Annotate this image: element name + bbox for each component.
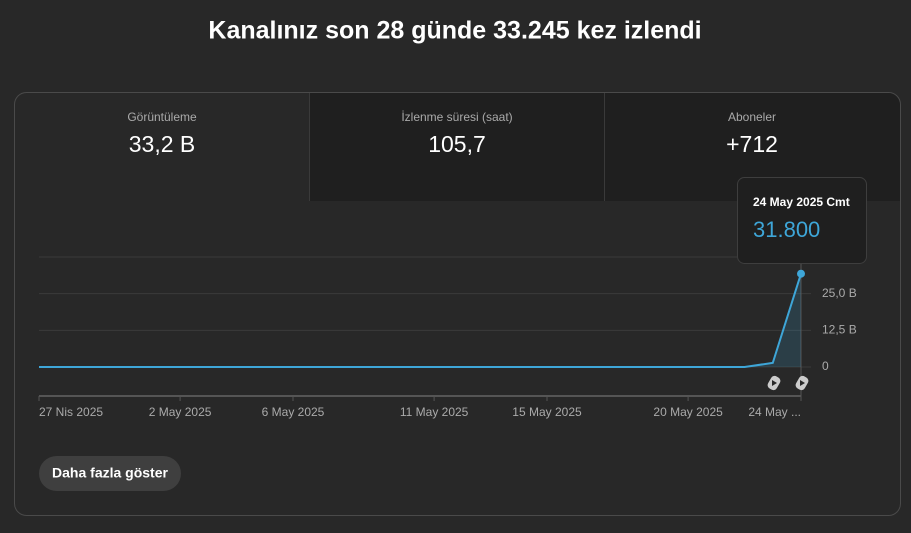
chart: 0 12,5 B 25,0 B 27 Nis 2025 2 May 2025 6 May … xyxy=(38,256,857,419)
tooltip-value: 31.800 xyxy=(753,217,820,242)
x-tick-label: 15 May 2025 xyxy=(512,405,582,419)
show-more-button[interactable]: Daha fazla göster xyxy=(39,456,181,491)
shorts-icon[interactable] xyxy=(766,374,782,391)
page-title: Kanalınız son 28 günde 33.245 kez izlend… xyxy=(208,17,701,45)
highlight-point xyxy=(797,269,805,278)
button-label: Daha fazla göster xyxy=(52,465,168,481)
tab-label: Görüntüleme xyxy=(127,110,197,124)
tab-value: 105,7 xyxy=(428,131,486,157)
y-tick-label: 0 xyxy=(822,359,829,373)
tooltip-title: 24 May 2025 Cmt xyxy=(753,195,850,209)
tab[interactable]: Aboneler +712 xyxy=(726,110,778,157)
x-tick-label: 20 May 2025 xyxy=(653,405,723,419)
x-tick-label: 27 Nis 2025 xyxy=(39,405,103,419)
tab-label: Aboneler xyxy=(728,110,776,124)
y-tick-label: 25,0 B xyxy=(822,286,857,300)
shorts-icon[interactable] xyxy=(794,374,810,391)
tab-label: İzlenme süresi (saat) xyxy=(401,110,512,124)
tab[interactable]: İzlenme süresi (saat) 105,7 xyxy=(401,110,512,157)
tab-value: 33,2 B xyxy=(129,131,196,157)
tooltip: 24 May 2025 Cmt 31.800 xyxy=(737,177,867,264)
tab[interactable]: Görüntüleme 33,2 B xyxy=(127,110,197,157)
x-tick-label: 11 May 2025 xyxy=(400,405,469,419)
x-tick-label: 6 May 2025 xyxy=(262,405,325,419)
x-tick-label: 2 May 2025 xyxy=(149,405,212,419)
y-tick-label: 12,5 B xyxy=(822,323,857,337)
x-tick-label: 24 May ... xyxy=(748,405,801,419)
line xyxy=(39,273,802,368)
tab-value: +712 xyxy=(726,131,778,157)
